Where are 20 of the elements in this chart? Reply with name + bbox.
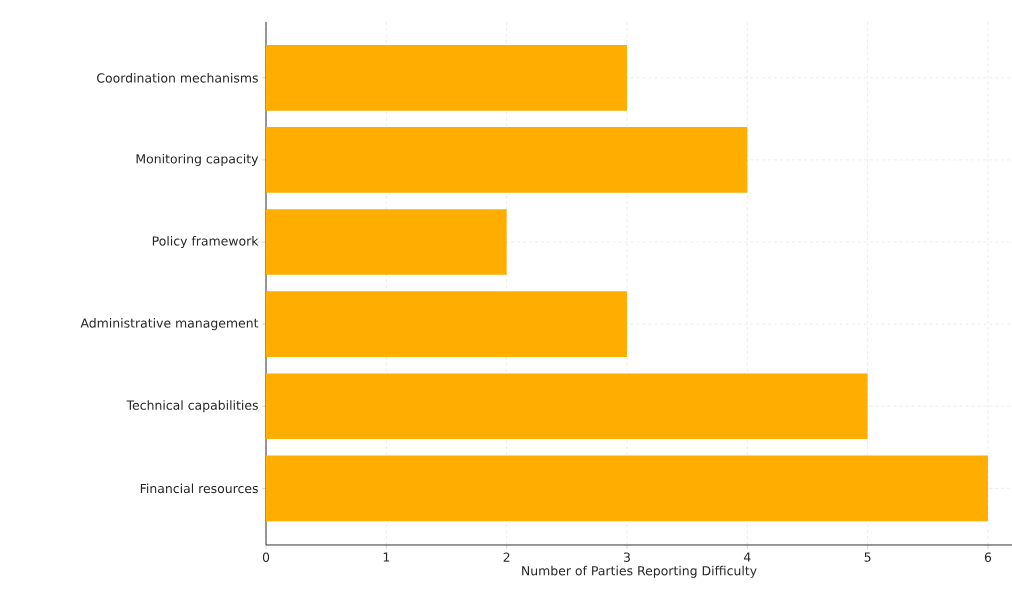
bar bbox=[266, 44, 627, 111]
y-tick-label: Monitoring capacity bbox=[136, 153, 259, 166]
y-tick-label: Technical capabilities bbox=[126, 400, 258, 413]
x-tick-label: 1 bbox=[383, 552, 390, 562]
x-tick-label: 5 bbox=[864, 552, 871, 562]
bar bbox=[266, 209, 507, 275]
x-tick-label: 0 bbox=[262, 552, 270, 562]
y-tick-label: Policy framework bbox=[152, 235, 259, 249]
y-tick-label: Administrative management bbox=[80, 318, 259, 331]
y-tick-label: Coordination mechanisms bbox=[97, 72, 258, 83]
bar bbox=[266, 373, 868, 440]
x-tick-label: 4 bbox=[743, 552, 751, 562]
x-axis-title: Number of Parties Reporting Difficulty bbox=[522, 565, 757, 578]
x-tick-label: 2 bbox=[503, 552, 510, 562]
bar bbox=[266, 455, 988, 522]
x-tick-label: 3 bbox=[623, 552, 630, 562]
bar bbox=[266, 127, 748, 193]
x-tick-label: 6 bbox=[984, 552, 992, 562]
bar bbox=[266, 291, 627, 357]
y-tick-label: Financial resources bbox=[140, 483, 258, 494]
